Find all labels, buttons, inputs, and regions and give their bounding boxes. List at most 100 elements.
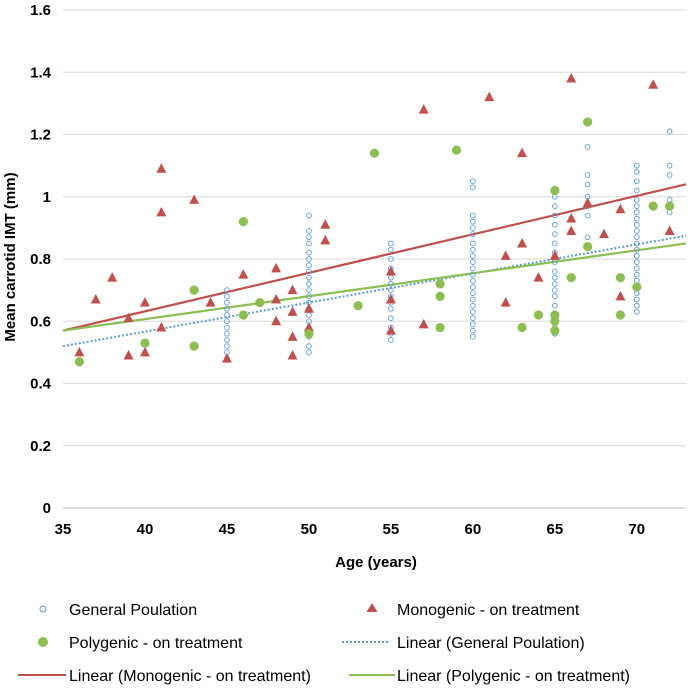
point-general <box>306 240 312 247</box>
point-monogenic <box>303 303 314 313</box>
trendline-polygenic <box>62 242 687 332</box>
point-general <box>666 128 673 135</box>
point-monogenic <box>139 297 150 307</box>
point-general <box>551 293 558 300</box>
point-monogenic <box>221 353 232 363</box>
y-tick-label: 0 <box>43 500 51 517</box>
point-polygenic <box>533 310 544 320</box>
legend-marker-monogenic <box>366 603 378 612</box>
point-general <box>551 302 558 309</box>
point-general <box>633 296 640 303</box>
point-polygenic <box>632 282 642 292</box>
point-monogenic <box>303 321 314 332</box>
point-general <box>551 281 558 287</box>
point-general <box>551 240 558 247</box>
legend-label-polygenic: Polygenic - on treatment <box>69 635 243 652</box>
point-polygenic <box>566 273 576 283</box>
point-general <box>470 284 476 290</box>
point-general <box>633 246 640 253</box>
point-polygenic <box>238 310 248 320</box>
x-tick-label: 45 <box>219 521 236 538</box>
point-monogenic <box>385 325 396 335</box>
point-monogenic <box>320 219 331 229</box>
point-general <box>633 215 640 222</box>
point-monogenic <box>385 293 396 304</box>
point-general <box>666 162 673 169</box>
point-general <box>584 172 591 178</box>
point-general <box>470 271 476 278</box>
point-general <box>633 259 640 265</box>
point-general <box>470 246 476 253</box>
point-monogenic <box>549 250 560 260</box>
point-monogenic <box>582 197 593 207</box>
point-general <box>470 309 476 315</box>
point-general <box>633 203 640 209</box>
point-general <box>470 253 476 259</box>
point-monogenic <box>500 250 511 260</box>
y-tick-label: 1.4 <box>30 64 52 81</box>
point-general <box>584 234 591 241</box>
point-general <box>470 277 476 284</box>
point-monogenic <box>385 265 396 276</box>
y-tick-label: 1 <box>43 189 51 206</box>
legend-label-general: General Poulation <box>69 602 197 619</box>
point-general <box>306 349 312 356</box>
point-general <box>306 287 312 293</box>
legend-item-linear-general: Linear (General Poulation) <box>342 635 585 652</box>
point-monogenic <box>418 104 429 114</box>
point-polygenic <box>550 325 560 336</box>
legend-item-general: General Poulation <box>39 602 197 619</box>
x-tick-label: 60 <box>465 521 482 538</box>
point-general <box>584 212 591 219</box>
point-monogenic <box>107 272 118 282</box>
point-polygenic <box>550 185 560 196</box>
point-monogenic <box>484 91 495 102</box>
point-monogenic <box>123 312 134 323</box>
point-general <box>306 343 312 350</box>
legend-item-linear-monogenic: Linear (Monogenic - on treatment) <box>18 668 311 685</box>
point-polygenic <box>189 285 199 295</box>
point-polygenic <box>353 301 363 311</box>
x-tick-label: 65 <box>546 521 563 538</box>
trendlines <box>62 183 687 348</box>
x-tick-label: 50 <box>301 521 318 538</box>
point-general <box>388 240 394 247</box>
point-general <box>633 197 640 203</box>
point-general <box>633 240 640 247</box>
point-general <box>306 234 312 241</box>
point-general <box>388 256 394 262</box>
point-polygenic <box>648 201 658 211</box>
point-monogenic <box>156 163 167 173</box>
point-general <box>551 203 558 209</box>
point-general <box>224 318 230 325</box>
point-polygenic <box>369 148 380 158</box>
point-monogenic <box>566 225 577 235</box>
point-general <box>388 274 394 281</box>
x-tick-label: 55 <box>383 521 400 538</box>
point-general <box>551 287 558 293</box>
point-monogenic <box>287 306 298 316</box>
x-tick-label: 70 <box>628 521 645 538</box>
point-monogenic <box>123 349 134 360</box>
point-polygenic <box>74 357 84 367</box>
point-polygenic <box>615 310 626 320</box>
trendline-monogenic <box>62 183 687 332</box>
point-general <box>470 321 476 328</box>
point-polygenic <box>583 241 593 252</box>
point-general <box>633 187 640 194</box>
point-monogenic <box>418 318 429 329</box>
point-general <box>470 327 476 334</box>
point-general <box>633 221 640 228</box>
y-axis-title: Mean carrotid IMT (mm) <box>2 172 19 341</box>
point-monogenic <box>320 234 331 245</box>
point-general <box>224 330 230 337</box>
point-monogenic <box>238 269 249 279</box>
y-tick-label: 0.6 <box>30 313 51 330</box>
point-general <box>633 169 640 175</box>
point-general <box>388 305 394 312</box>
point-monogenic <box>533 272 544 282</box>
point-monogenic <box>287 284 298 295</box>
point-general <box>388 287 394 293</box>
legend-item-polygenic: Polygenic - on treatment <box>38 635 243 652</box>
